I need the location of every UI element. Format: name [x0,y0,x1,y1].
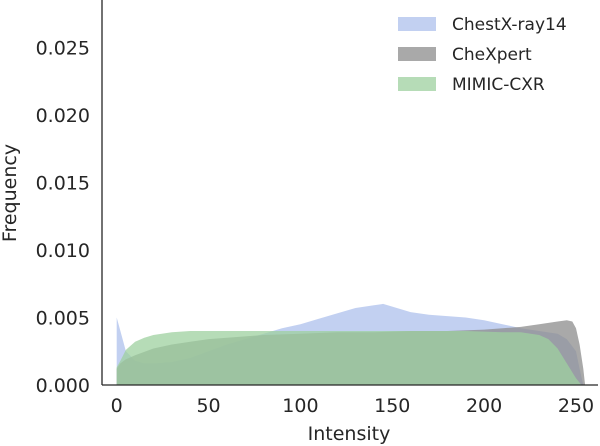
x-tick-label: 200 [466,395,502,417]
y-tick-label: 0.005 [36,307,90,329]
y-tick-label: 0.010 [36,240,90,262]
legend-swatch [398,17,436,31]
y-tick-label: 0.025 [36,37,90,59]
legend: ChestX-ray14 CheXpert MIMIC-CXR [398,15,567,95]
y-axis-label: Frequency [0,144,21,242]
series-areas [116,303,586,385]
series-area-3 [116,331,582,385]
x-tick-label: 100 [282,395,318,417]
legend-swatch [398,47,436,61]
legend-label: ChestX-ray14 [452,15,567,35]
x-axis-label: Intensity [308,423,391,445]
y-tick-label: 0.015 [36,172,90,194]
x-tick-label: 150 [374,395,410,417]
y-tick-label: 0.000 [36,375,90,397]
x-tick-label: 250 [558,395,594,417]
legend-label: CheXpert [452,45,532,65]
axes [101,0,598,386]
x-tick-label: 0 [111,395,123,417]
legend-swatch [398,77,436,91]
y-tick-label: 0.020 [36,105,90,127]
tick-labels: 0 50 100 150 200 250 0.000 0.005 0.010 0.015 0.020… [36,37,594,417]
legend-label: MIMIC-CXR [452,75,545,95]
x-tick-label: 50 [196,395,220,417]
